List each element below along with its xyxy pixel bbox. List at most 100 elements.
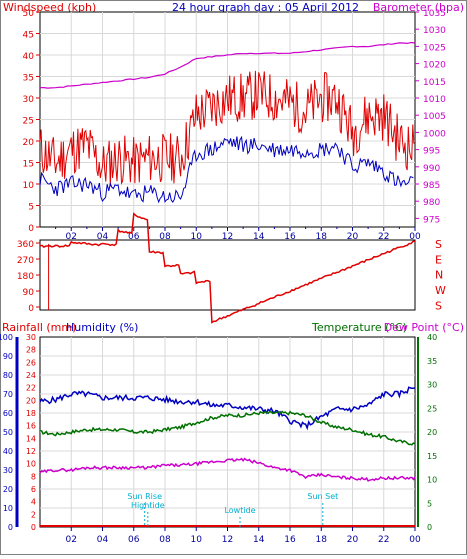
rain-tick-label: 10 (26, 460, 36, 469)
wind-tick-label: 5 (28, 203, 34, 213)
rain-tick-label: 24 (26, 371, 36, 380)
direction-panel-frame (39, 239, 416, 311)
baro-tick-label: 1025 (423, 43, 446, 53)
baro-tick-label: 1030 (423, 26, 446, 36)
humidity-axis-label: Humidity (%) (66, 321, 138, 334)
compass-label: S (435, 299, 442, 312)
temperature-line (39, 410, 416, 446)
rain-tick-label: 2 (31, 510, 36, 519)
temperature-tick-label: 20 (427, 428, 437, 437)
rain-tick-label: 28 (26, 346, 36, 355)
rain-tick-label: 0 (31, 523, 36, 532)
hour-tick-label: 06 (128, 232, 140, 242)
wind-tick-label: 10 (23, 181, 35, 191)
hour-tick-label: 02 (66, 232, 77, 242)
temperature-tick-label: 5 (427, 499, 432, 508)
baro-tick-label: 1010 (423, 95, 446, 105)
bottom-hour-label: 14 (253, 535, 265, 545)
hour-tick-label: 12 (222, 232, 233, 242)
compass-label: N (435, 269, 443, 282)
temperature-tick-label: 15 (427, 452, 437, 461)
bottom-hour-label: 04 (97, 535, 109, 545)
compass-label: W (435, 284, 446, 297)
wind-tick-label: 20 (23, 138, 35, 148)
direction-tick-label: 270 (17, 256, 34, 266)
lowtide-label: Lowtide (224, 506, 255, 515)
hour-tick-label: 04 (97, 232, 109, 242)
baro-axis-label: Barometer (hpa) (373, 1, 464, 14)
hightide-label: Hightide (131, 501, 165, 510)
humidity-tick-label: 0 (8, 523, 13, 532)
rain-tick-label: 4 (31, 498, 36, 507)
rain-axis-label: Rainfall (mm) (2, 321, 76, 334)
temperature-tick-label: 25 (427, 404, 437, 413)
wind-tick-label: 40 (23, 52, 35, 62)
wind-tick-label: 50 (23, 9, 35, 19)
hour-tick-label: 20 (347, 232, 359, 242)
hour-tick-label: 18 (316, 232, 328, 242)
direction-tick-label: 360 (17, 240, 34, 250)
bottom-hour-label: 10 (191, 535, 203, 545)
humidity-tick-label: 10 (3, 504, 13, 513)
bottom-hour-label: 08 (159, 535, 171, 545)
baro-tick-label: 975 (423, 215, 440, 225)
hour-tick-label: 10 (191, 232, 203, 242)
direction-tick-label: 180 (17, 272, 34, 282)
baro-tick-label: 1005 (423, 112, 446, 122)
humidity-tick-label: 100 (0, 333, 13, 342)
wind-tick-label: 35 (23, 74, 34, 84)
compass-label: E (435, 253, 442, 266)
baro-tick-label: 1035 (423, 9, 446, 19)
sun-rise-label: Sun Rise (127, 492, 162, 501)
baro-tick-label: 985 (423, 181, 440, 191)
wind-tick-label: 15 (23, 160, 34, 170)
temperature-tick-label: 40 (427, 333, 437, 342)
bottom-hour-label: 22 (378, 535, 389, 545)
compass-label: S (435, 238, 442, 251)
direction-tick-label: 0 (28, 304, 34, 314)
wind-tick-label: 45 (23, 31, 34, 41)
wind-tick-label: 0 (28, 224, 34, 234)
hour-tick-label: 08 (159, 232, 171, 242)
baro-tick-label: 990 (423, 164, 440, 174)
humidity-tick-label: 20 (3, 485, 13, 494)
rain-tick-label: 20 (26, 396, 36, 405)
rain-tick-label: 26 (26, 358, 36, 367)
humidity-tick-label: 30 (3, 466, 13, 475)
rain-tick-label: 12 (26, 447, 36, 456)
wind-average-line (39, 135, 414, 204)
baro-tick-label: 1015 (423, 78, 446, 88)
barometer-line (39, 41, 416, 89)
hour-tick-label: 16 (284, 232, 296, 242)
bottom-hour-label: 12 (222, 535, 233, 545)
bottom-hour-label: 18 (316, 535, 328, 545)
chart-marks: 5045403530252015105010351030102510201015… (0, 9, 446, 545)
bottom-hour-label: 20 (347, 535, 359, 545)
humidity-tick-label: 80 (3, 371, 13, 380)
hour-tick-label: 00 (409, 232, 421, 242)
rain-tick-label: 30 (26, 333, 36, 342)
temperature-axis-label: Temperature (°C) (311, 321, 407, 334)
bottom-hour-label: 06 (128, 535, 140, 545)
humidity-tick-label: 60 (3, 409, 13, 418)
wind-axis-label: Windspeed (kph) (3, 1, 96, 14)
temperature-tick-label: 0 (427, 523, 432, 532)
baro-tick-label: 1000 (423, 129, 446, 139)
humidity-tick-label: 50 (3, 428, 13, 437)
temperature-tick-label: 10 (427, 476, 437, 485)
hour-tick-label: 22 (378, 232, 389, 242)
humidity-tick-label: 70 (3, 390, 13, 399)
rain-tick-label: 18 (26, 409, 36, 418)
dewpoint-axis-label: Dew Point (°C) (384, 321, 464, 334)
baro-tick-label: 995 (423, 147, 440, 157)
direction-tick-label: 90 (23, 288, 35, 298)
wind-gust-line (39, 70, 415, 187)
humidity-line (39, 386, 416, 431)
bottom-hour-label: 00 (409, 535, 421, 545)
rain-tick-label: 16 (26, 422, 36, 431)
wind-tick-label: 25 (23, 117, 34, 127)
wind-direction-line (39, 212, 416, 324)
rain-tick-label: 22 (26, 384, 36, 393)
